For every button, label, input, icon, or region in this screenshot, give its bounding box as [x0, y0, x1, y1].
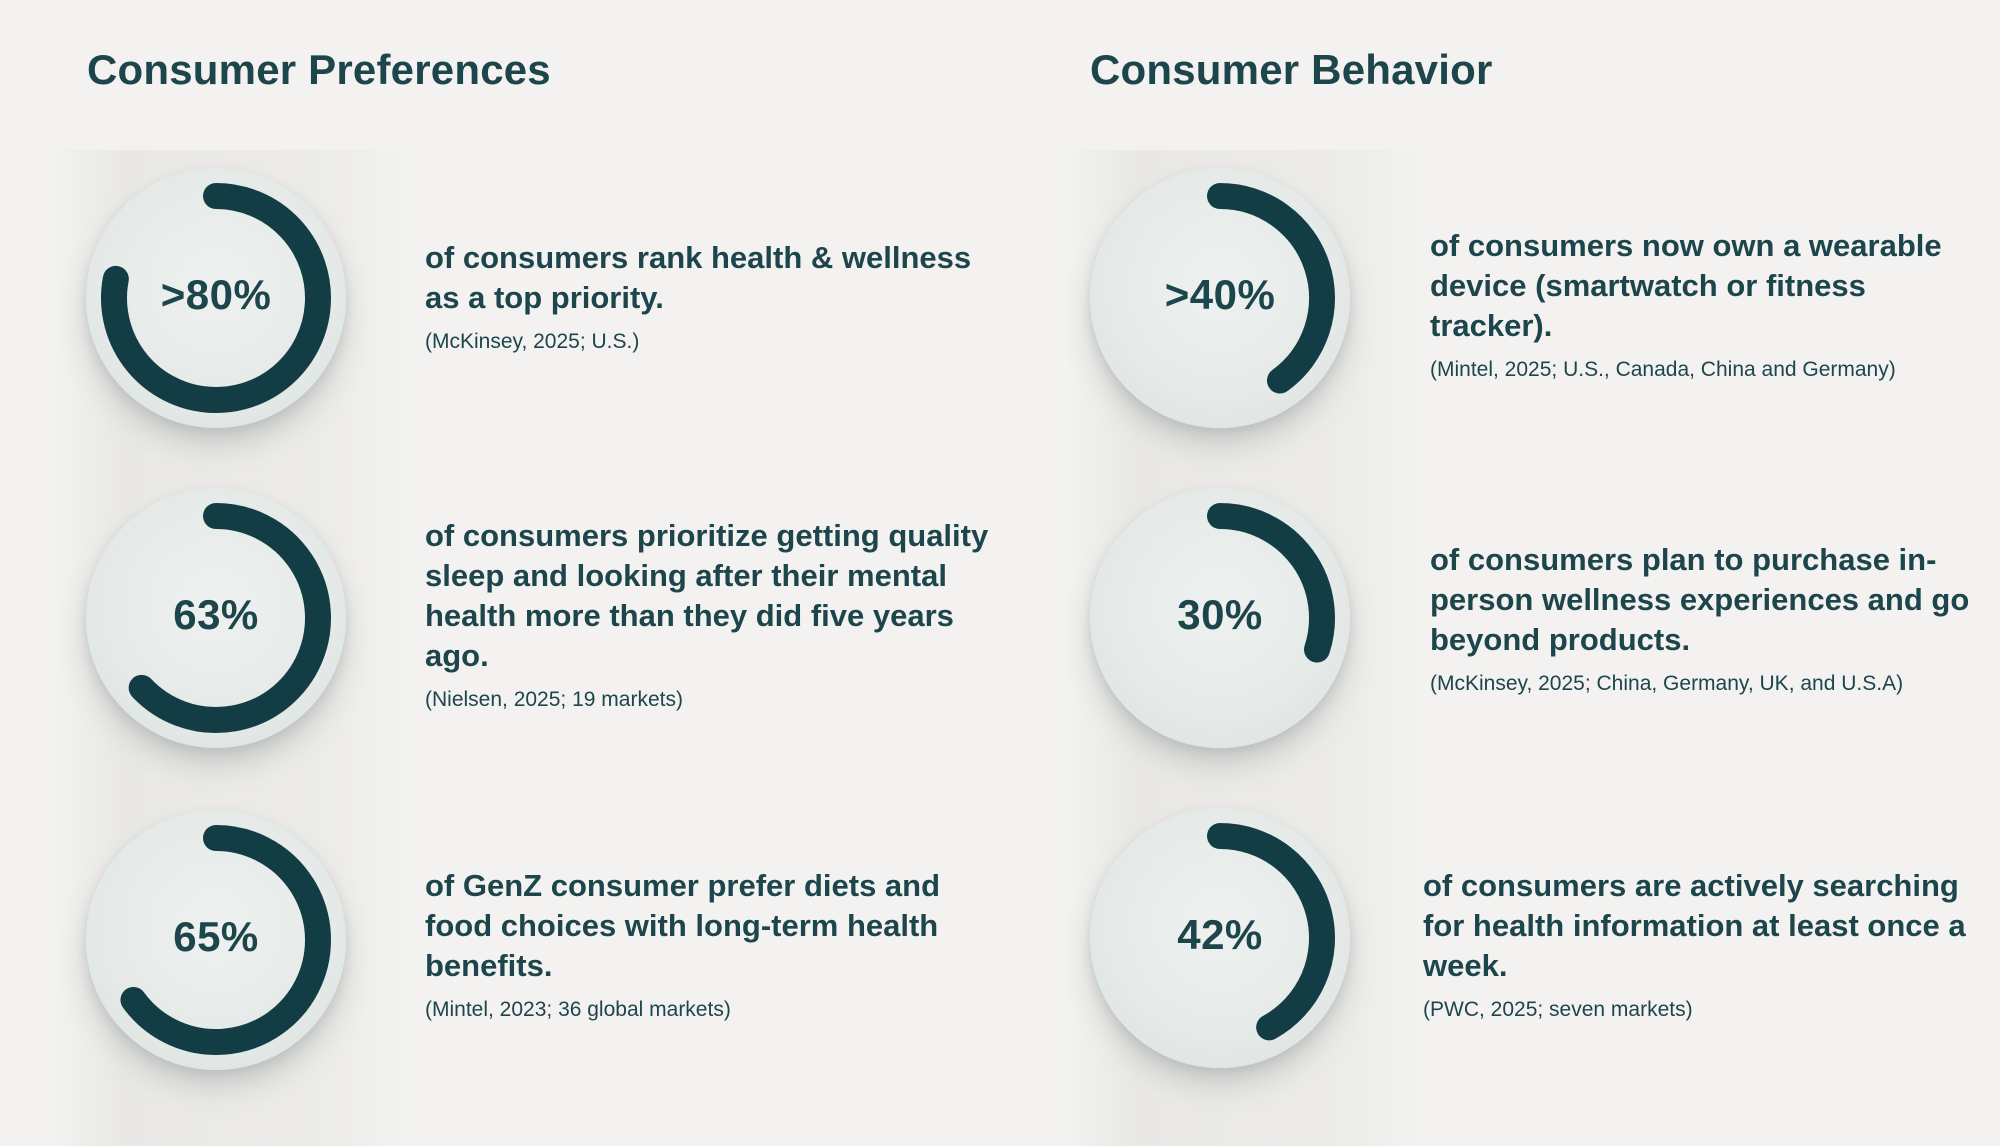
stat-description: of consumers now own a wearable device (… [1430, 228, 1942, 343]
progress-gauge: 42% [1090, 808, 1350, 1068]
stat-source: (McKinsey, 2025; China, Germany, UK, and… [1430, 672, 1904, 695]
gauge-value: 65% [173, 913, 259, 960]
stat-source: (Mintel, 2025; U.S., Canada, China and G… [1430, 358, 1896, 381]
gauge-value: 63% [173, 591, 259, 638]
stat-text: of consumers prioritize getting quality … [425, 516, 995, 714]
stat-description: of GenZ consumer prefer diets and food c… [425, 868, 941, 983]
progress-arc [1207, 503, 1335, 663]
consumer-behavior-section: Consumer Behavior >40% of consumers now … [1000, 0, 2000, 1146]
stat-text: of consumers are actively searching for … [1423, 866, 1983, 1024]
stat-description: of consumers rank health & wellness as a… [425, 240, 972, 315]
progress-gauge: 30% [1090, 488, 1350, 748]
consumer-preferences-section: Consumer Preferences >80% of consumers r… [50, 46, 995, 1146]
progress-gauge: 65% [86, 810, 346, 1070]
stat-text: of consumers rank health & wellness as a… [425, 238, 995, 356]
stat-text: of consumers plan to purchase in-person … [1430, 540, 1990, 698]
stat-source: (Nielsen, 2025; 19 markets) [425, 688, 683, 711]
progress-arc [1207, 183, 1335, 394]
gauge-value: 30% [1177, 591, 1263, 638]
stat-text: of consumers now own a wearable device (… [1430, 226, 1990, 384]
progress-ring [101, 183, 331, 413]
section-title: Consumer Preferences [87, 46, 551, 93]
stat-source: (PWC, 2025; seven markets) [1423, 998, 1693, 1021]
stat-text: of GenZ consumer prefer diets and food c… [425, 866, 995, 1024]
section-title: Consumer Behavior [1090, 46, 1493, 93]
gauge-value: >40% [1164, 271, 1276, 318]
stat-description: of consumers are actively searching for … [1423, 868, 1966, 983]
progress-arc [101, 183, 331, 413]
stat-source: (McKinsey, 2025; U.S.) [425, 330, 640, 353]
progress-ring [120, 825, 331, 1055]
progress-gauge: >40% [1090, 168, 1350, 428]
progress-ring [128, 503, 331, 733]
progress-arc [128, 503, 331, 733]
progress-gauge: 63% [86, 488, 346, 748]
gauge-value: >80% [160, 271, 272, 318]
progress-ring [1207, 823, 1335, 1041]
progress-ring [1207, 183, 1335, 394]
gauge-value: 42% [1177, 911, 1263, 958]
progress-arc [120, 825, 331, 1055]
stat-description: of consumers plan to purchase in-person … [1430, 542, 1970, 657]
progress-ring [1207, 503, 1335, 663]
stat-source: (Mintel, 2023; 36 global markets) [425, 998, 731, 1021]
stat-description: of consumers prioritize getting quality … [425, 518, 989, 673]
progress-gauge: >80% [86, 168, 346, 428]
progress-arc [1207, 823, 1335, 1041]
